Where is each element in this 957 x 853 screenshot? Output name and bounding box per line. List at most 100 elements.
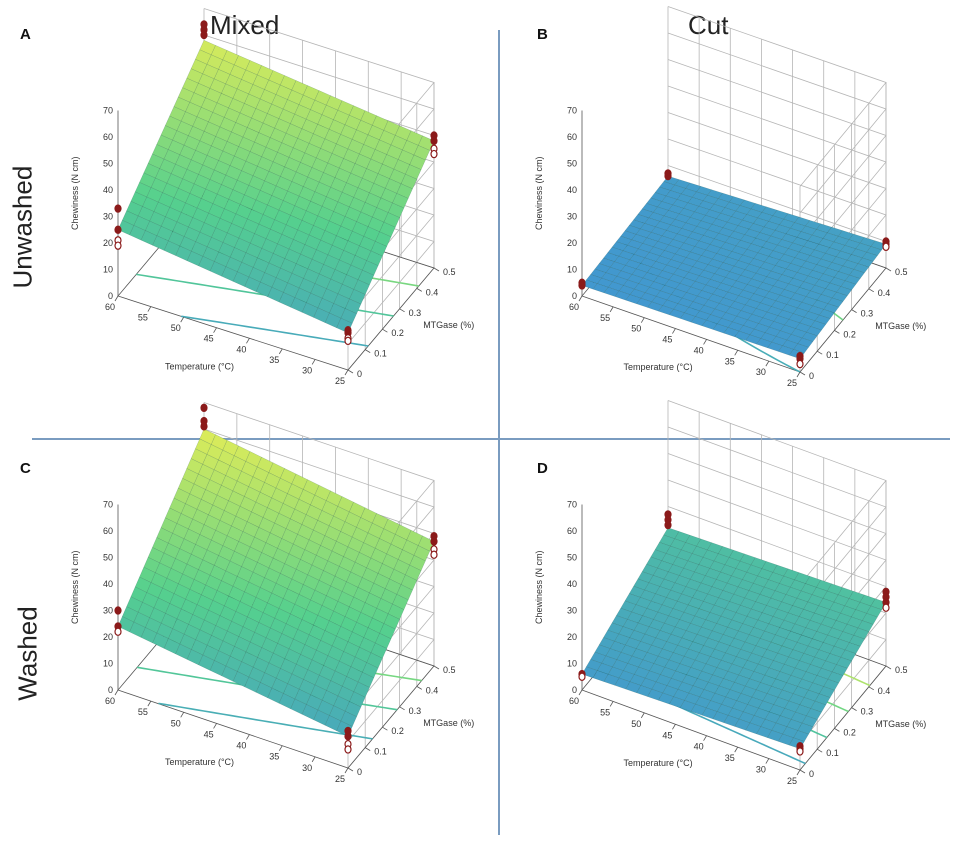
surface-cell (371, 115, 389, 131)
y-tick-label: 0.2 (843, 727, 856, 737)
surface-cell (305, 599, 323, 616)
surface-cell (324, 312, 342, 329)
y-tick (364, 349, 371, 353)
surface-cell (707, 293, 724, 304)
panel-label-a: A (20, 26, 31, 43)
surface-cell (631, 268, 648, 279)
y-tick-label: 0.3 (409, 308, 422, 318)
x-tick (796, 769, 801, 776)
z-tick-label: 70 (103, 500, 113, 510)
surface-cell (366, 557, 383, 574)
z-tick-label: 0 (108, 291, 113, 301)
surface-cell (702, 229, 719, 240)
y-tick (851, 309, 857, 313)
surface-cell (222, 535, 239, 552)
surface-cell (351, 621, 369, 638)
x-axis-title: Temperature (°C) (165, 757, 234, 767)
surface-cell (179, 633, 196, 650)
tick-labels: 0 10 20 30 40 50 60 70 60 55 50 45 40 35 30 25 0 0.1 0.2 0.… (534, 500, 926, 787)
y-tick (399, 706, 405, 711)
y-tick (834, 330, 840, 334)
surface-cell (295, 559, 313, 576)
x-tick-label: 60 (569, 302, 579, 312)
surface-cell (717, 546, 734, 558)
surface-cell (406, 130, 423, 146)
surface-cell (772, 244, 789, 255)
surface-cell (261, 146, 278, 163)
x-tick-label: 55 (138, 707, 148, 717)
surface-cell (285, 613, 303, 630)
data-point (882, 242, 890, 251)
surface-cell (317, 206, 334, 222)
surface-cell (690, 316, 707, 326)
surface-cell (205, 88, 222, 104)
surface-cell (206, 444, 223, 461)
surface-cell (255, 682, 273, 699)
surface-cell (210, 45, 228, 61)
x-tick-label: 55 (138, 313, 148, 323)
x-axis-title: Temperature (°C) (624, 362, 693, 372)
y-tick-label: 0.4 (878, 288, 891, 298)
y-tick (364, 747, 371, 751)
z-tick-label: 40 (567, 185, 577, 195)
x-tick (734, 746, 739, 753)
surface-cell (169, 106, 186, 122)
surface-cell (670, 288, 687, 299)
surface-cell (757, 212, 774, 222)
data-point (430, 537, 438, 546)
surface-cell (147, 153, 165, 169)
surface-cell (855, 242, 872, 253)
surface-cell (711, 218, 728, 228)
x-tick (609, 306, 614, 313)
x-tick-label: 50 (171, 323, 181, 333)
surface-cell (696, 538, 712, 551)
surface-cell (614, 677, 631, 690)
x-tick (278, 348, 283, 355)
z-tick-label: 40 (103, 185, 113, 195)
y-tick-label: 0 (357, 767, 362, 777)
y-tick-label: 0 (809, 371, 814, 381)
y-tick-label: 0 (357, 369, 362, 379)
surface-cell (245, 546, 262, 563)
y-tick-label: 0.5 (895, 665, 908, 675)
surface-cell (633, 248, 650, 259)
surface-cell (278, 693, 296, 710)
y-tick-label: 0.1 (374, 349, 387, 359)
x-tick (765, 360, 770, 367)
surface-cell (611, 241, 628, 251)
x-tick-label: 60 (105, 302, 115, 312)
z-tick-label: 70 (103, 106, 113, 116)
surface-cell (628, 219, 645, 230)
y-tick-label: 0.5 (443, 267, 456, 277)
surface-cell (321, 288, 339, 304)
y-tick (382, 726, 388, 731)
horizontal-divider (32, 438, 950, 440)
surface-cell (376, 598, 393, 615)
y-tick-label: 0.3 (409, 706, 422, 716)
x-tick-label: 40 (694, 345, 704, 355)
surface-cell (374, 231, 392, 247)
surface-cell (318, 570, 336, 587)
observations (578, 510, 890, 756)
surface-cell (163, 149, 180, 165)
x-tick-label: 40 (694, 742, 704, 752)
z-tick-label: 60 (103, 132, 113, 142)
z-tick-label: 0 (572, 685, 577, 695)
surface-cell (779, 253, 796, 264)
surface-cell (811, 229, 828, 239)
surface-cell (827, 262, 844, 272)
surface-cell (129, 621, 146, 638)
x-tick (765, 758, 770, 764)
surface-cell (150, 177, 168, 193)
surface-cell (803, 311, 820, 322)
surface-cell (244, 185, 261, 201)
x-tick (114, 295, 119, 302)
z-tick-label: 30 (567, 212, 577, 222)
grid-line (667, 6, 887, 187)
surface-cell (318, 172, 336, 188)
surface-cell (733, 260, 750, 270)
surface-cell (147, 547, 165, 564)
surface-cell (676, 193, 693, 204)
surface-cell (290, 698, 307, 715)
surface-cell (809, 249, 826, 260)
